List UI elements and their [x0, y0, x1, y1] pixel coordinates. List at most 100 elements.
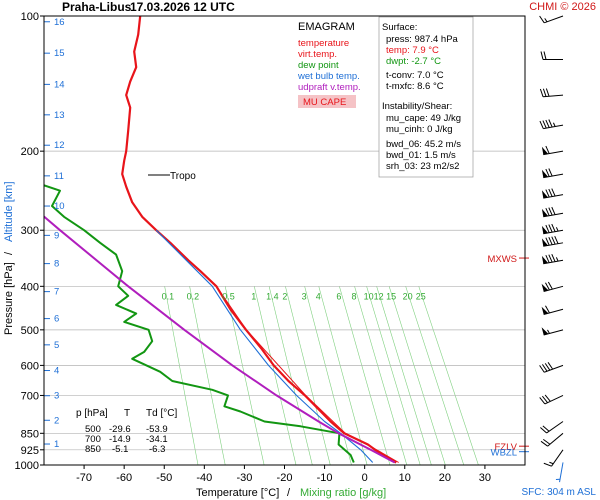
wind-barb-flag — [547, 362, 554, 370]
pressure-grid — [44, 150, 525, 451]
wind-barb-flag — [545, 145, 550, 154]
table-header-td: Td [°C] — [146, 408, 177, 419]
wind-barb-flag — [551, 253, 556, 262]
credit-text: CHMI © 2026 — [529, 1, 596, 13]
wind-barb-pennant — [541, 208, 549, 217]
wind-barb — [555, 462, 564, 483]
profile-series — [44, 16, 399, 464]
sfc-label: SFC: 304 m ASL — [522, 487, 597, 498]
wind-barb-flag — [540, 440, 548, 447]
wind-barb-flag — [540, 427, 547, 434]
wind-barb-flag — [541, 364, 548, 372]
surface-tconv: t-conv: 7.0 °C — [386, 70, 444, 81]
mu-cape-swatch — [298, 95, 356, 108]
wind-barb-flag — [548, 119, 553, 128]
wind-barb-staff — [544, 364, 564, 373]
wind-barb-flag — [539, 365, 545, 373]
wind-barb-staff — [543, 173, 564, 179]
wind-barb-flag — [539, 15, 545, 24]
table-row-td: -53.9 — [146, 424, 168, 435]
wind-barb-half-flag — [544, 18, 548, 23]
mixing-ratio-label: 3 — [302, 291, 307, 301]
wind-barb-pennant — [541, 169, 549, 178]
mixing-ratio-label: 1.4 — [266, 291, 279, 301]
altitude-tick-label: 2 — [54, 415, 59, 426]
mixing-ratio-lines — [164, 286, 479, 465]
tropopause-label: Tropo — [170, 171, 196, 182]
x-axis-title: Temperature [°C] / Mixing ratio [g/kg] — [196, 487, 386, 499]
pressure-tick-label: 600 — [21, 360, 39, 372]
wind-barb-flag — [539, 397, 546, 405]
surface-temp: temp: 7.9 °C — [386, 45, 439, 56]
pressure-tick-label: 700 — [21, 390, 39, 402]
altitude-tick-label: 14 — [54, 79, 65, 90]
y-axis-title-alt: Altitude [km] — [3, 181, 15, 242]
mixing-ratio-line — [354, 286, 408, 465]
wind-barb-flag — [544, 363, 551, 371]
y-axis-title-sep: / — [3, 251, 15, 255]
wind-barb-flag — [545, 168, 550, 177]
wind-barb-staff — [543, 329, 564, 336]
wind-barb-staff — [551, 449, 564, 467]
mixing-ratio-label: 25 — [416, 291, 426, 301]
wind-barbs — [539, 15, 564, 483]
wind-barb-pennant — [541, 327, 549, 336]
wind-barb — [540, 432, 564, 447]
wind-barb-staff — [543, 212, 564, 218]
surface-dwpt: dwpt: -2.7 °C — [386, 56, 441, 67]
wind-barb-staff — [559, 462, 564, 483]
x-axis-title-mix: Mixing ratio [g/kg] — [300, 487, 386, 499]
temperature-tick-label: 10 — [399, 472, 411, 484]
altitude-tick-label: 5 — [54, 340, 59, 351]
mixing-ratio-labels: 0.1 0.2 0.5 1 1.4 2 3 4 6 8 10 12 15 20 25 — [162, 291, 426, 301]
wind-barb-staff — [543, 194, 564, 199]
legend-virt-temp: virt.temp. — [298, 49, 337, 60]
wind-barb-flag — [545, 189, 550, 198]
wind-barb-half-flag — [555, 227, 559, 232]
wind-barb — [541, 188, 564, 199]
pressure-tick-label: 400 — [21, 281, 39, 293]
wind-barb-flag — [551, 236, 556, 245]
altitude-tick-label: 15 — [54, 48, 65, 59]
temperature-tick-label: -60 — [116, 472, 132, 484]
mixing-ratio-line — [405, 286, 465, 465]
wind-barb — [540, 51, 563, 61]
wind-barb — [539, 119, 564, 130]
series-udpraft-v-temp-line — [44, 215, 396, 464]
legend-temperature: temperature — [298, 38, 349, 49]
table-row-p: 500 — [85, 424, 101, 435]
wind-barb-flag — [554, 235, 559, 244]
table-header-p: p [hPa] — [76, 408, 108, 419]
wind-barb-flag — [539, 88, 544, 97]
wind-barb-staff — [547, 432, 564, 447]
wind-barb-staff — [543, 229, 564, 235]
wind-barb-flag — [545, 224, 550, 233]
wind-barb-flag — [548, 236, 553, 245]
wind-barb — [541, 327, 564, 336]
marker-label: MXWS — [487, 254, 517, 265]
mixing-ratio-label: 15 — [386, 291, 396, 301]
temperature-tick-label: 30 — [479, 472, 491, 484]
wind-barb-flag — [548, 254, 553, 263]
temperature-tick-label: -10 — [317, 472, 333, 484]
pressure-tick-label: 925 — [21, 445, 39, 457]
wind-barb-pennant — [541, 146, 549, 155]
wind-barb — [541, 145, 564, 156]
altitude-tick-label: 16 — [54, 17, 65, 28]
table-row-t: -29.6 — [109, 424, 131, 435]
wind-barb — [540, 421, 564, 434]
wind-barb-pennant — [541, 190, 549, 199]
table-row-td: -34.1 — [146, 434, 168, 445]
wind-barb-flag — [548, 188, 553, 197]
series-dew-point-line — [44, 184, 355, 463]
wind-barb-staff — [546, 421, 564, 434]
wind-barb — [539, 362, 564, 373]
wind-barb-pennant — [541, 306, 549, 315]
plot-frame — [43, 15, 526, 466]
pressure-tick-label: 300 — [21, 225, 39, 237]
info-panel-box — [378, 16, 474, 178]
mixing-ratio-label: 6 — [336, 291, 341, 301]
wind-barb — [543, 449, 564, 467]
mixing-ratio-label: 10 — [364, 291, 374, 301]
